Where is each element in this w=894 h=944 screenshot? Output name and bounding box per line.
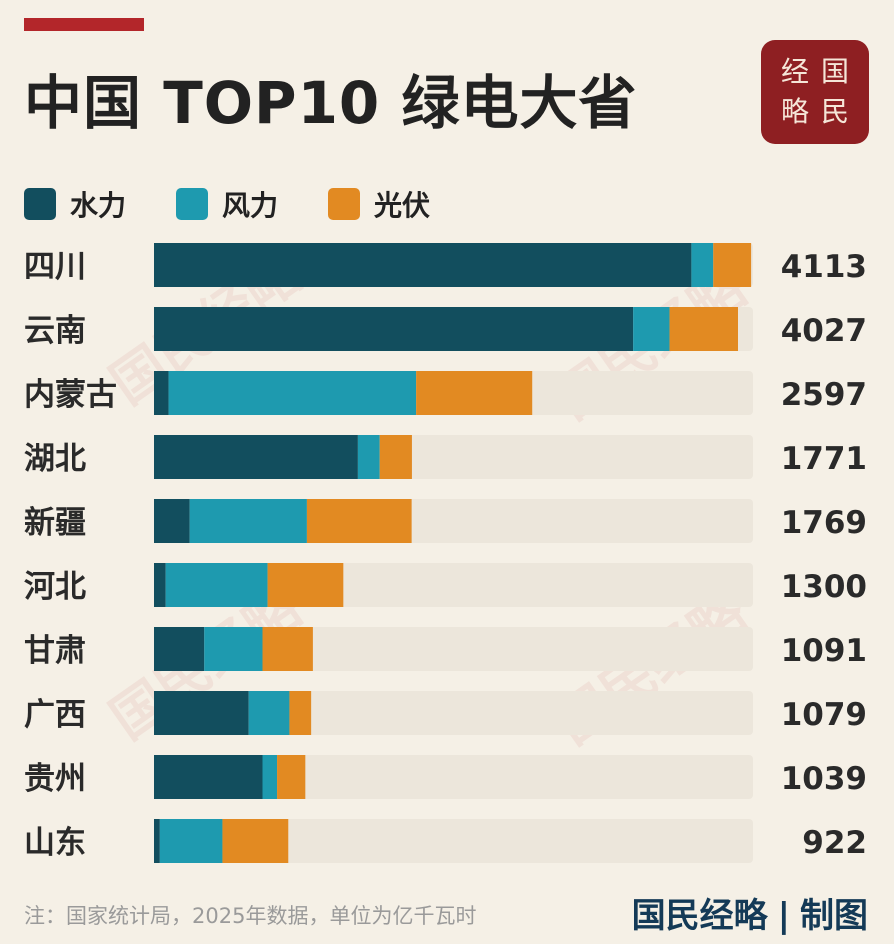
brand-separator: | — [777, 896, 790, 936]
bar-segment-hydro — [154, 819, 160, 863]
bar-row: 山东 922 — [24, 819, 867, 863]
category-label: 贵州 — [24, 761, 86, 797]
legend-item-hydro: 水力 — [24, 184, 126, 224]
category-label: 新疆 — [24, 505, 86, 541]
total-value-label: 1771 — [781, 441, 867, 477]
legend-swatch-hydro — [24, 188, 56, 220]
total-value-label: 2597 — [781, 377, 867, 413]
footer-brand: 国民经略 | 制图 — [632, 888, 868, 937]
legend-swatch-solar — [328, 188, 361, 220]
bar-segment-hydro — [154, 563, 166, 607]
bar-row: 四川 4113 — [24, 243, 867, 287]
seal-char: 国 — [820, 55, 849, 88]
legend-swatch-wind — [176, 188, 209, 220]
legend-item-solar: 光伏 — [328, 184, 430, 224]
category-label: 河北 — [24, 569, 86, 605]
bar-segment-wind — [204, 627, 263, 671]
bar-segment-solar — [267, 563, 344, 607]
bar-segment-hydro — [154, 691, 249, 735]
bar-segment-wind — [691, 243, 714, 287]
bar-segment-solar — [289, 691, 312, 735]
brand-seal-logo: 经 国 略 民 — [761, 40, 869, 144]
bar-segment-wind — [168, 371, 417, 415]
legend-label-hydro: 水力 — [70, 189, 127, 222]
legend-label-wind: 风力 — [222, 189, 279, 222]
seal-char: 略 — [780, 95, 809, 128]
bar-row: 河北 1300 — [24, 563, 867, 607]
bar-segment-hydro — [154, 499, 190, 543]
category-label: 四川 — [24, 249, 86, 285]
bar-segment-wind — [165, 563, 268, 607]
bar-segment-wind — [189, 499, 307, 543]
seal-char: 民 — [820, 95, 849, 128]
bar-row: 甘肃 1091 — [24, 627, 867, 671]
category-label: 内蒙古 — [24, 377, 117, 413]
brand-name: 国民经略 — [631, 896, 768, 936]
total-value-label: 1079 — [781, 697, 867, 733]
seal-char: 经 — [780, 55, 809, 88]
total-value-label: 1091 — [781, 633, 867, 669]
total-value-label: 1039 — [781, 761, 867, 797]
source-note: 注：国家统计局，2025年数据，单位为亿千瓦时 — [24, 904, 477, 928]
bar-segment-wind — [159, 819, 223, 863]
bar-row: 内蒙古 2597 — [24, 371, 867, 415]
total-value-label: 1300 — [781, 569, 867, 605]
bar-segment-hydro — [154, 243, 692, 287]
bar-segment-wind — [633, 307, 670, 351]
bar-segment-solar — [416, 371, 533, 415]
title-accent-bar — [24, 18, 144, 31]
bar-segment-solar — [306, 499, 412, 543]
total-value-label: 922 — [802, 825, 867, 861]
bar-segment-solar — [222, 819, 289, 863]
total-value-label: 1769 — [781, 505, 867, 541]
chart-legend: 水力 风力 光伏 — [24, 184, 430, 224]
bar-segment-solar — [713, 243, 752, 287]
bar-segment-solar — [669, 307, 738, 351]
bar-row: 云南 4027 — [24, 307, 867, 351]
total-value-label: 4027 — [781, 313, 867, 349]
bar-track — [154, 819, 753, 863]
bar-row: 湖北 1771 — [24, 435, 867, 479]
legend-item-wind: 风力 — [176, 184, 278, 224]
bar-segment-hydro — [154, 755, 263, 799]
bar-row: 新疆 1769 — [24, 499, 867, 543]
legend-label-solar: 光伏 — [374, 189, 431, 222]
page-title: 中国 TOP10 绿电大省 — [24, 69, 638, 137]
bar-row: 贵州 1039 — [24, 755, 867, 799]
category-label: 山东 — [24, 825, 86, 861]
brand-suffix: 制图 — [800, 896, 868, 936]
category-label: 湖北 — [24, 441, 86, 477]
category-label: 广西 — [24, 697, 86, 733]
category-label: 甘肃 — [24, 633, 86, 669]
bar-row: 广西 1079 — [24, 691, 867, 735]
bar-segment-hydro — [154, 307, 634, 351]
bar-segment-wind — [248, 691, 290, 735]
bar-segment-wind — [357, 435, 380, 479]
total-value-label: 4113 — [781, 249, 867, 285]
bar-segment-hydro — [154, 435, 358, 479]
bar-segment-solar — [262, 627, 313, 671]
bar-segment-solar — [379, 435, 412, 479]
bar-segment-solar — [277, 755, 306, 799]
bar-segment-wind — [262, 755, 278, 799]
bar-segment-hydro — [154, 627, 205, 671]
bar-segment-hydro — [154, 371, 169, 415]
category-label: 云南 — [24, 313, 86, 349]
